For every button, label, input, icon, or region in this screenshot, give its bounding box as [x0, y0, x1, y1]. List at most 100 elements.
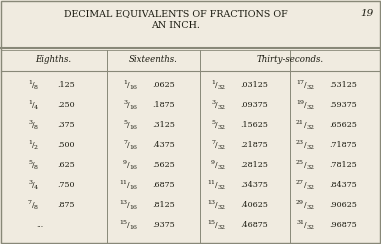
Text: 7: 7 — [123, 140, 127, 145]
Text: /: / — [304, 181, 306, 189]
Text: /: / — [215, 161, 217, 169]
Text: 9: 9 — [211, 160, 215, 165]
Text: 32: 32 — [217, 205, 225, 210]
Text: .46875: .46875 — [240, 221, 268, 229]
Text: /: / — [304, 161, 306, 169]
Text: 1: 1 — [28, 140, 32, 145]
Text: .90625: .90625 — [329, 201, 357, 209]
Text: .9375: .9375 — [152, 221, 175, 229]
Text: /: / — [304, 221, 306, 229]
Text: 7: 7 — [211, 140, 215, 145]
Text: /: / — [304, 201, 306, 209]
Text: 32: 32 — [306, 185, 314, 190]
Text: /: / — [32, 181, 34, 189]
Text: /: / — [304, 81, 306, 89]
Text: 16: 16 — [129, 145, 137, 150]
Text: 13: 13 — [119, 200, 127, 205]
Text: .59375: .59375 — [329, 101, 357, 109]
Text: 32: 32 — [217, 145, 225, 150]
Text: 7: 7 — [28, 200, 32, 205]
Text: /: / — [215, 221, 217, 229]
Text: /: / — [215, 121, 217, 129]
Text: 16: 16 — [129, 205, 137, 210]
Text: ...: ... — [37, 221, 43, 229]
Text: 32: 32 — [306, 105, 314, 110]
Text: 15: 15 — [119, 220, 127, 225]
Text: .84375: .84375 — [329, 181, 357, 189]
Text: .875: .875 — [57, 201, 75, 209]
Text: /: / — [127, 141, 129, 149]
Text: 21: 21 — [296, 120, 304, 125]
Text: /: / — [215, 141, 217, 149]
Text: 8: 8 — [34, 85, 38, 90]
Text: 5: 5 — [123, 120, 127, 125]
Text: /: / — [127, 121, 129, 129]
Text: .71875: .71875 — [329, 141, 357, 149]
Text: .500: .500 — [57, 141, 75, 149]
Text: .96875: .96875 — [329, 221, 357, 229]
Text: 5: 5 — [28, 160, 32, 165]
Text: 3: 3 — [28, 180, 32, 185]
Text: 16: 16 — [129, 165, 137, 170]
Text: 16: 16 — [129, 185, 137, 190]
Text: /: / — [32, 81, 34, 89]
Text: 2: 2 — [34, 145, 38, 150]
Text: 16: 16 — [129, 125, 137, 130]
Text: .4375: .4375 — [152, 141, 175, 149]
Text: .375: .375 — [57, 121, 75, 129]
Text: .0625: .0625 — [152, 81, 175, 89]
Text: 1: 1 — [28, 80, 32, 85]
Text: 19: 19 — [360, 10, 374, 19]
Text: /: / — [215, 101, 217, 109]
Text: 32: 32 — [306, 85, 314, 90]
Text: 16: 16 — [129, 105, 137, 110]
Text: /: / — [304, 121, 306, 129]
Text: 32: 32 — [306, 205, 314, 210]
Text: /: / — [127, 101, 129, 109]
Text: 16: 16 — [129, 85, 137, 90]
Text: 17: 17 — [296, 80, 304, 85]
Text: Thirty-seconds.: Thirty-seconds. — [256, 55, 323, 64]
Text: 32: 32 — [306, 125, 314, 130]
Text: /: / — [127, 221, 129, 229]
Text: 11: 11 — [119, 180, 127, 185]
Text: .21875: .21875 — [240, 141, 268, 149]
Text: .8125: .8125 — [152, 201, 175, 209]
Text: 32: 32 — [217, 165, 225, 170]
Text: /: / — [32, 101, 34, 109]
Text: /: / — [127, 81, 129, 89]
Text: .5625: .5625 — [152, 161, 175, 169]
Text: /: / — [304, 141, 306, 149]
Text: .750: .750 — [57, 181, 75, 189]
Text: /: / — [127, 181, 129, 189]
Text: /: / — [32, 161, 34, 169]
Text: 1: 1 — [28, 100, 32, 105]
Text: 25: 25 — [296, 160, 304, 165]
Text: 32: 32 — [217, 125, 225, 130]
Text: 11: 11 — [207, 180, 215, 185]
Text: 3: 3 — [123, 100, 127, 105]
Text: 4: 4 — [34, 185, 38, 190]
Text: 19: 19 — [296, 100, 304, 105]
Text: 8: 8 — [34, 205, 38, 210]
Text: 8: 8 — [34, 165, 38, 170]
Text: .625: .625 — [57, 161, 75, 169]
Text: .03125: .03125 — [240, 81, 268, 89]
Text: 9: 9 — [123, 160, 127, 165]
Text: .65625: .65625 — [329, 121, 357, 129]
Text: /: / — [32, 121, 34, 129]
Text: 32: 32 — [306, 165, 314, 170]
Text: .53125: .53125 — [329, 81, 357, 89]
Text: /: / — [127, 201, 129, 209]
Text: /: / — [215, 81, 217, 89]
Text: 1: 1 — [123, 80, 127, 85]
Text: 31: 31 — [296, 220, 304, 225]
Text: /: / — [215, 201, 217, 209]
Text: 8: 8 — [34, 125, 38, 130]
Text: 32: 32 — [217, 225, 225, 230]
Text: 27: 27 — [296, 180, 304, 185]
Text: 4: 4 — [34, 105, 38, 110]
Text: 15: 15 — [207, 220, 215, 225]
Text: /: / — [127, 161, 129, 169]
Text: .09375: .09375 — [240, 101, 268, 109]
